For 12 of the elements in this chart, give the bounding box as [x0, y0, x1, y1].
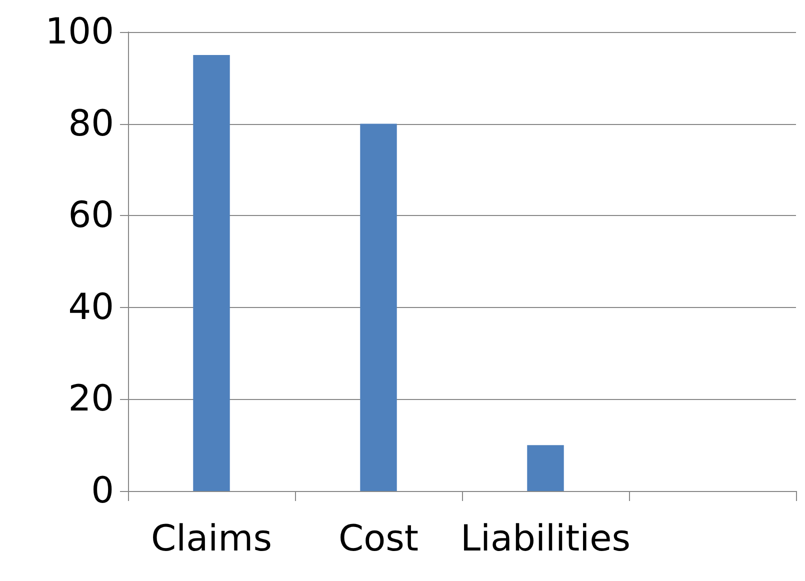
y-tick-label: 60: [68, 195, 114, 236]
x-tick-label: Claims: [150, 518, 272, 560]
bar: [527, 445, 564, 491]
bar: [193, 54, 230, 491]
bar: [360, 124, 397, 491]
x-tick-label: Liabilities: [460, 518, 630, 560]
y-tick-label: 0: [91, 470, 114, 512]
y-tick-label: 40: [68, 286, 114, 328]
y-tick-label: 20: [68, 378, 114, 420]
y-tick-label: 100: [45, 12, 114, 52]
x-tick-label: Cost: [338, 518, 419, 560]
y-tick-label: 80: [68, 103, 114, 144]
